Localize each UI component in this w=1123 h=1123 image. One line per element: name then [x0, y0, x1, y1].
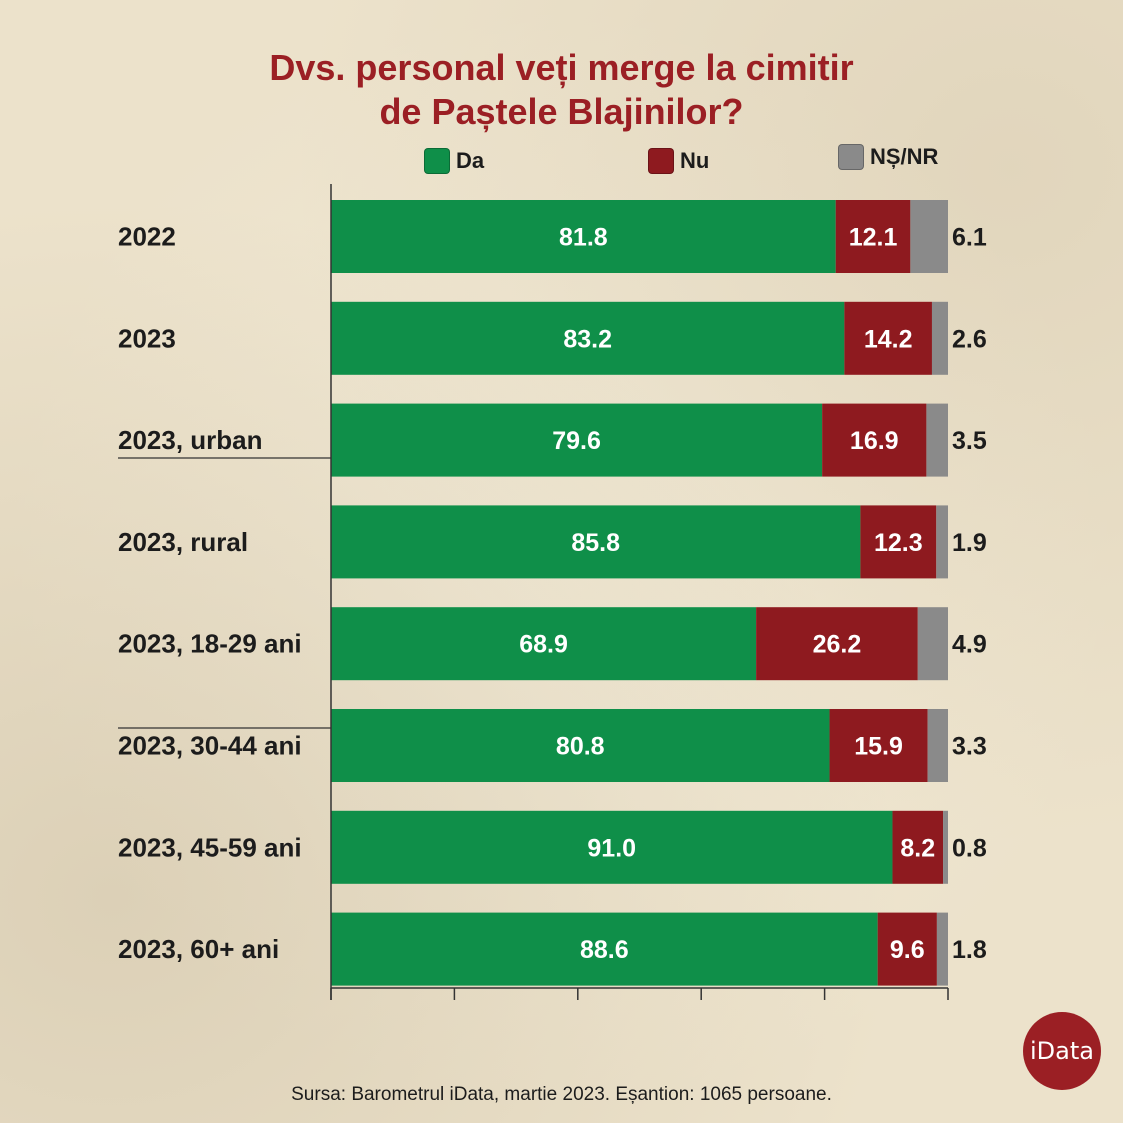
bar-segment-nu	[892, 810, 944, 884]
category-label: 2023, 60+ ani	[118, 934, 279, 964]
bar-segment-ns-nr	[927, 709, 948, 782]
category-label: 2023, 30-44 ani	[118, 731, 302, 761]
bar-segment-nu	[829, 709, 928, 782]
data-label-nu: 15.9	[854, 733, 903, 761]
bar-segment-nu	[756, 607, 918, 681]
legend-item-ns-nr: NȘ/NR	[838, 144, 938, 170]
legend-item-nu: Nu	[648, 148, 709, 174]
legend-swatch-ns-nr	[838, 144, 864, 170]
idata-logo: iData	[1023, 1012, 1101, 1090]
data-label-da: 83.2	[563, 325, 612, 353]
data-label-nu: 26.2	[813, 631, 862, 659]
bar-segment-da	[331, 301, 845, 375]
bar-row-2023-45-59-ani: 2023, 45-59 ani 91.0 8.2 0.8	[118, 810, 987, 884]
data-label-ns-nr: 3.3	[952, 733, 987, 761]
bar-segment-nu	[822, 403, 927, 477]
legend-label-ns-nr: NȘ/NR	[870, 144, 939, 169]
data-label-ns-nr: 3.5	[952, 427, 987, 455]
data-label-da: 68.9	[519, 631, 568, 659]
bar-segment-ns-nr	[926, 403, 948, 477]
data-label-da: 85.8	[571, 529, 620, 557]
chart-title-line-1: Dvs. personal veți merge la cimitir	[269, 47, 854, 88]
legend-item-da: Da	[424, 148, 484, 174]
source-note: Sursa: Barometrul iData, martie 2023. Eș…	[291, 1084, 832, 1105]
data-label-da: 79.6	[552, 427, 601, 455]
category-label: 2023	[118, 323, 176, 353]
legend-swatch-da	[424, 148, 450, 174]
data-label-da: 81.8	[559, 224, 608, 252]
bar-row-2023-rural: 2023, rural 85.8 12.3 1.9	[118, 505, 987, 579]
bar-segment-ns-nr	[936, 912, 948, 986]
data-label-da: 88.6	[580, 936, 629, 964]
bar-segment-ns-nr	[943, 810, 948, 884]
data-label-nu: 16.9	[850, 427, 899, 455]
data-label-nu: 14.2	[864, 325, 913, 353]
data-label-ns-nr: 2.6	[952, 325, 987, 353]
bar-segment-da	[331, 200, 836, 273]
bar-row-2023-30-44-ani: 2023, 30-44 ani 80.8 15.9 3.3	[118, 709, 987, 782]
data-label-nu: 12.1	[849, 224, 898, 252]
category-label: 2023, rural	[118, 527, 248, 557]
bar-row-2023-18-29-ani: 2023, 18-29 ani 68.9 26.2 4.9	[118, 607, 987, 681]
bar-segment-nu	[844, 301, 932, 375]
data-label-nu: 9.6	[890, 936, 925, 964]
category-label: 2022	[118, 222, 176, 252]
data-label-ns-nr: 1.9	[952, 529, 987, 557]
data-label-nu: 8.2	[900, 834, 935, 862]
bar-segment-nu	[835, 200, 911, 273]
bar-row-2023: 2023 83.2 14.2 2.6	[118, 301, 987, 375]
bar-segment-da	[331, 607, 757, 681]
bar-segment-da	[331, 810, 893, 884]
bar-row-2023-urban: 2023, urban 79.6 16.9 3.5	[118, 403, 987, 477]
bar-segment-nu	[877, 912, 937, 986]
data-label-da: 80.8	[556, 733, 605, 761]
bar-segment-ns-nr	[936, 505, 948, 579]
bar-segment-ns-nr	[917, 607, 948, 681]
bar-row-2023-60-ani: 2023, 60+ ani 88.6 9.6 1.8	[118, 912, 987, 986]
category-label: 2023, urban	[118, 425, 263, 455]
bar-segment-da	[331, 709, 830, 782]
chart-title-line-2: de Paștele Blajinilor?	[379, 91, 744, 132]
bar-segment-ns-nr	[931, 301, 948, 375]
category-label: 2023, 18-29 ani	[118, 629, 302, 659]
legend-label-da: Da	[456, 148, 485, 173]
bar-segment-da	[331, 505, 861, 579]
bar-segment-nu	[860, 505, 937, 579]
bar-row-2022: 2022 81.8 12.1 6.1	[118, 200, 987, 273]
data-label-ns-nr: 4.9	[952, 631, 987, 659]
data-label-ns-nr: 1.8	[952, 936, 987, 964]
data-label-ns-nr: 6.1	[952, 224, 987, 252]
category-label: 2023, 45-59 ani	[118, 832, 302, 862]
data-label-da: 91.0	[587, 834, 636, 862]
legend-label-nu: Nu	[680, 148, 710, 173]
bar-segment-da	[331, 912, 878, 986]
legend-swatch-nu	[648, 148, 674, 174]
chart-axis	[118, 184, 949, 1000]
bar-segment-ns-nr	[910, 200, 948, 273]
bar-segment-da	[331, 403, 823, 477]
data-label-nu: 12.3	[874, 529, 923, 557]
data-label-ns-nr: 0.8	[952, 834, 987, 862]
